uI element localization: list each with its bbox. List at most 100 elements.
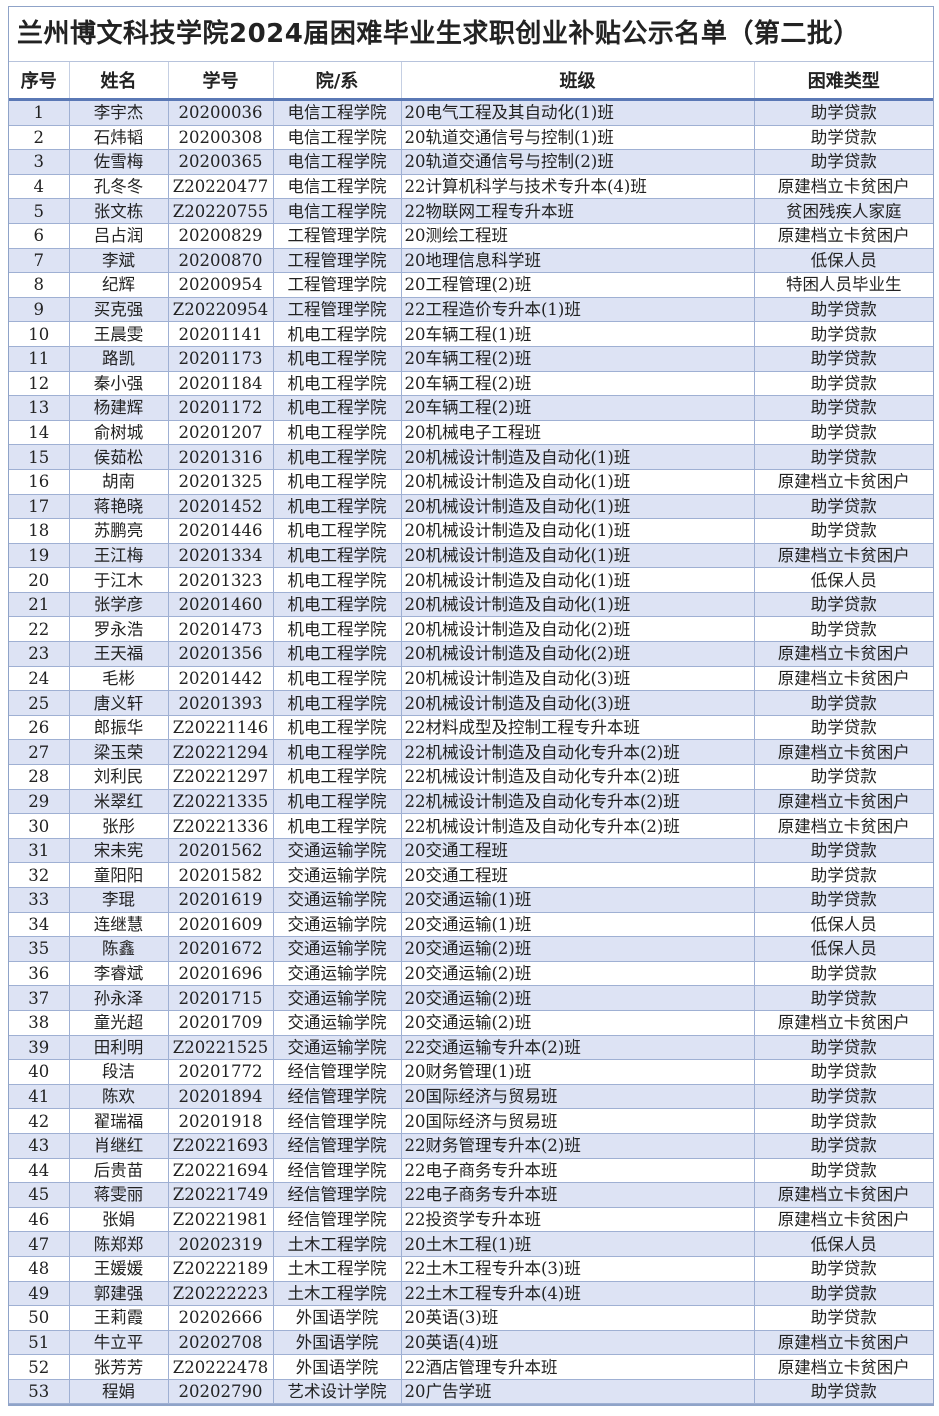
cell-student-id: 20200954 <box>168 272 274 298</box>
cell-seq: 31 <box>9 838 70 864</box>
cell-difficulty-type: 助学贷款 <box>754 1108 933 1134</box>
table-row: 33 李琨 20201619 交通运输学院 20交通运输(1)班 助学贷款 <box>9 887 933 913</box>
cell-department: 机电工程学院 <box>273 592 402 618</box>
cell-student-id: 20200870 <box>168 248 274 274</box>
cell-class: 20交通运输(1)班 <box>401 887 755 913</box>
cell-student-id: 20201672 <box>168 936 274 962</box>
cell-seq: 42 <box>9 1108 70 1134</box>
cell-difficulty-type: 低保人员 <box>754 936 933 962</box>
cell-difficulty-type: 助学贷款 <box>754 518 933 544</box>
cell-name: 侯茹松 <box>69 444 169 470</box>
cell-name: 秦小强 <box>69 371 169 397</box>
cell-difficulty-type: 助学贷款 <box>754 297 933 323</box>
cell-difficulty-type: 助学贷款 <box>754 395 933 421</box>
cell-department: 电信工程学院 <box>273 125 402 151</box>
cell-seq: 23 <box>9 641 70 667</box>
table-row: 6 吕占润 20200829 工程管理学院 20测绘工程班 原建档立卡贫困户 <box>9 223 933 249</box>
student-table: 序号 姓名 学号 院/系 班级 困难类型 1 李宇杰 20200036 电信工程学院 2… <box>9 62 933 1405</box>
cell-name: 陈欢 <box>69 1084 169 1110</box>
cell-seq: 4 <box>9 174 70 200</box>
cell-name: 米翠红 <box>69 789 169 815</box>
cell-seq: 38 <box>9 1010 70 1036</box>
table-row: 8 纪辉 20200954 工程管理学院 20工程管理(2)班 特困人员毕业生 <box>9 272 933 298</box>
cell-department: 经信管理学院 <box>273 1133 402 1159</box>
cell-student-id: 20201323 <box>168 567 274 593</box>
cell-difficulty-type: 助学贷款 <box>754 321 933 347</box>
cell-student-id: 20202666 <box>168 1305 274 1331</box>
cell-seq: 2 <box>9 125 70 151</box>
cell-name: 毛彬 <box>69 666 169 692</box>
table-row: 22 罗永浩 20201473 机电工程学院 20机械设计制造及自动化(2)班 助学贷款 <box>9 616 933 643</box>
table-row: 16 胡南 20201325 机电工程学院 20机械设计制造及自动化(1)班 原建档立卡贫… <box>9 469 933 495</box>
cell-difficulty-type: 助学贷款 <box>754 371 933 397</box>
table-row: 11 路凯 20201173 机电工程学院 20车辆工程(2)班 助学贷款 <box>9 346 933 372</box>
cell-difficulty-type: 助学贷款 <box>754 838 933 864</box>
cell-class: 20测绘工程班 <box>401 223 755 249</box>
cell-department: 交通运输学院 <box>273 936 402 962</box>
cell-seq: 19 <box>9 543 70 569</box>
table-body: 1 李宇杰 20200036 电信工程学院 20电气工程及其自动化(1)班 助学贷款 2 石炜… <box>9 99 933 1405</box>
cell-department: 外国语学院 <box>273 1305 402 1331</box>
cell-class: 20机械设计制造及自动化(1)班 <box>401 494 755 520</box>
cell-class: 20机械设计制造及自动化(2)班 <box>401 641 755 667</box>
cell-class: 22电子商务专升本班 <box>401 1182 755 1208</box>
cell-department: 工程管理学院 <box>273 223 402 249</box>
table-row: 29 米翠红 Z20221335 机电工程学院 22机械设计制造及自动化专升本(2)班原… <box>9 789 933 815</box>
cell-department: 经信管理学院 <box>273 1207 402 1233</box>
cell-department: 工程管理学院 <box>273 297 402 323</box>
table-row: 25 唐义轩 20201393 机电工程学院 20机械设计制造及自动化(3)班 助学贷款 <box>9 690 933 716</box>
cell-student-id: 20201460 <box>168 592 274 618</box>
cell-seq: 8 <box>9 272 70 298</box>
cell-seq: 21 <box>9 592 70 618</box>
header-difficulty-type: 困难类型 <box>754 62 933 101</box>
cell-department: 机电工程学院 <box>273 715 402 741</box>
cell-seq: 3 <box>9 149 70 175</box>
cell-class: 20机械设计制造及自动化(1)班 <box>401 543 755 569</box>
cell-department: 电信工程学院 <box>273 198 402 224</box>
cell-seq: 25 <box>9 690 70 716</box>
cell-student-id: 20201609 <box>168 912 274 938</box>
cell-seq: 32 <box>9 862 70 888</box>
cell-difficulty-type: 贫困残疾人家庭 <box>754 198 933 224</box>
table-row: 52 张芳芳 Z20222478 外国语学院 22酒店管理专升本班 原建档立卡贫困户 <box>9 1354 933 1380</box>
cell-department: 机电工程学院 <box>273 518 402 544</box>
cell-difficulty-type: 助学贷款 <box>754 616 933 643</box>
cell-class: 20机械设计制造及自动化(1)班 <box>401 567 755 593</box>
cell-difficulty-type: 助学贷款 <box>754 862 933 888</box>
cell-student-id: 20201393 <box>168 690 274 716</box>
cell-name: 吕占润 <box>69 223 169 249</box>
table-row: 31 宋未宪 20201562 交通运输学院 20交通工程班 助学贷款 <box>9 838 933 864</box>
cell-seq: 26 <box>9 715 70 741</box>
cell-name: 王莉霞 <box>69 1305 169 1331</box>
cell-difficulty-type: 原建档立卡贫困户 <box>754 469 933 495</box>
cell-class: 20机械设计制造及自动化(1)班 <box>401 592 755 618</box>
cell-student-id: Z20222478 <box>168 1354 274 1380</box>
table-row: 9 买克强 Z20220954 工程管理学院 22工程造价专升本(1)班 助学贷款 <box>9 297 933 323</box>
cell-seq: 22 <box>9 616 70 643</box>
cell-class: 22机械设计制造及自动化专升本(2)班 <box>401 789 755 815</box>
table-row: 4 孔冬冬 Z20220477 电信工程学院 22计算机科学与技术专升本(4)班 原建档立… <box>9 174 933 200</box>
cell-seq: 9 <box>9 297 70 323</box>
cell-seq: 36 <box>9 961 70 987</box>
cell-class: 20车辆工程(2)班 <box>401 371 755 397</box>
cell-seq: 48 <box>9 1256 70 1282</box>
cell-class: 20地理信息科学班 <box>401 248 755 274</box>
table-row: 17 蒋艳晓 20201452 机电工程学院 20机械设计制造及自动化(1)班 助学贷款 <box>9 494 933 520</box>
table-row: 1 李宇杰 20200036 电信工程学院 20电气工程及其自动化(1)班 助学贷款 <box>9 99 933 126</box>
cell-name: 李睿斌 <box>69 961 169 987</box>
cell-seq: 49 <box>9 1281 70 1307</box>
cell-seq: 39 <box>9 1035 70 1061</box>
cell-class: 22物联网工程专升本班 <box>401 198 755 224</box>
cell-name: 陈鑫 <box>69 936 169 962</box>
cell-seq: 16 <box>9 469 70 495</box>
cell-student-id: Z20221336 <box>168 813 274 839</box>
cell-seq: 34 <box>9 912 70 938</box>
cell-seq: 24 <box>9 666 70 692</box>
cell-department: 土木工程学院 <box>273 1231 402 1257</box>
cell-seq: 7 <box>9 248 70 274</box>
table-row: 24 毛彬 20201442 机电工程学院 20机械设计制造及自动化(3)班 原建档立卡贫… <box>9 666 933 692</box>
cell-class: 20交通运输(2)班 <box>401 1010 755 1036</box>
cell-name: 俞树城 <box>69 420 169 446</box>
cell-department: 机电工程学院 <box>273 764 402 790</box>
cell-seq: 5 <box>9 198 70 224</box>
